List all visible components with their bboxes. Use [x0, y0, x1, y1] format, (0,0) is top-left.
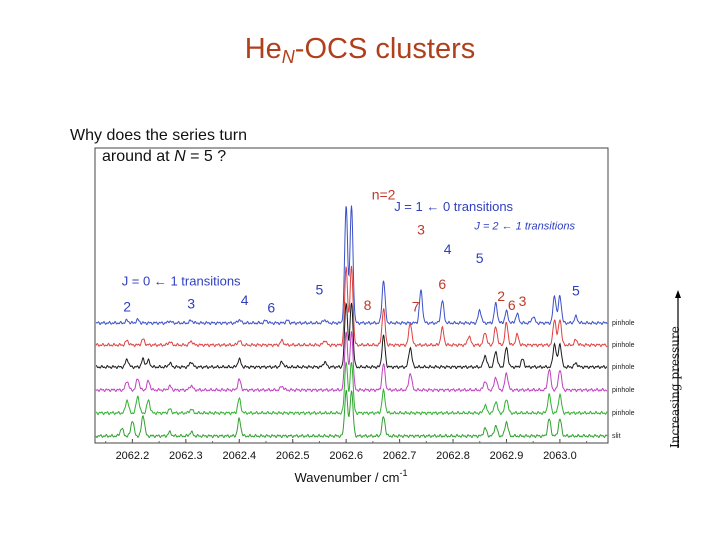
peak-annotation: 6: [267, 300, 275, 316]
peak-annotation: 4: [444, 241, 452, 257]
peak-annotation: 5: [572, 283, 580, 299]
x-axis-ticks: 2062.2 2062.3 2062.4 2062.5 2062.6 2062.7 2062…: [105, 439, 588, 462]
series-line: [95, 331, 608, 393]
tick-label: 2063.0: [543, 450, 577, 462]
series-label: pinhole: [612, 342, 635, 349]
series-line: [95, 205, 608, 326]
peak-annotation: 3: [187, 296, 195, 312]
series-label: slit: [612, 433, 621, 440]
peak-annotation: J = 0 ← 1 transitions: [122, 273, 241, 288]
slide-title: HeN-OCS clusters: [244, 33, 476, 67]
tick-label: 2062.2: [116, 450, 150, 462]
series-line: [95, 390, 608, 439]
question-line-1: Why does the series turn: [70, 127, 247, 144]
peak-annotation: 2: [123, 298, 131, 314]
peak-annotation: 6: [438, 276, 446, 292]
peak-annotation: J = 1 ← 0 transitions: [394, 199, 513, 214]
tick-label: 2062.9: [490, 450, 524, 462]
peak-annotation: 5: [476, 250, 484, 266]
peak-annotation: J = 2 ← 1 transitions: [473, 220, 575, 232]
tick-label: 2062.7: [383, 450, 417, 462]
series-line: [96, 301, 607, 370]
pressure-arrow: [675, 290, 681, 448]
peak-annotation: 2: [497, 288, 505, 304]
series-label: pinhole: [612, 364, 635, 371]
peak-annotation: 4: [241, 292, 249, 308]
series-line: [95, 361, 608, 416]
series-line: [95, 265, 608, 348]
pressure-label: Increasing pressure: [668, 326, 682, 448]
series-label: pinhole: [612, 320, 635, 327]
series-label: pinhole: [612, 410, 635, 417]
plot-frame: [94, 147, 609, 444]
series-labels: pinhole pinhole pinhole pinhole pinhole slit: [612, 320, 635, 440]
x-axis-label: Wavenumber / cm-1: [294, 468, 407, 485]
peak-annotation: 3: [519, 293, 527, 309]
peak-annotation: 8: [364, 297, 372, 313]
peak-annotation: 3: [417, 222, 425, 238]
tick-label: 2062.8: [436, 450, 470, 462]
question-line-2: around at N = 5 ?: [102, 148, 227, 165]
peak-annotation: 7: [412, 298, 420, 314]
peak-annotations: n=2J = 1 ← 0 transitions J = 2 ← 1 transi…: [122, 187, 580, 316]
tick-label: 2062.5: [276, 450, 310, 462]
peak-annotation: 6: [508, 297, 516, 313]
tick-label: 2062.3: [169, 450, 203, 462]
tick-label: 2062.4: [222, 450, 256, 462]
spectrum-traces: [95, 205, 608, 439]
question-text: Why does the series turn around at N = 5…: [70, 125, 310, 167]
peak-annotation: 5: [316, 281, 324, 297]
series-label: pinhole: [612, 387, 635, 394]
tick-label: 2062.6: [329, 450, 363, 462]
peak-annotation: n=2: [372, 187, 396, 203]
